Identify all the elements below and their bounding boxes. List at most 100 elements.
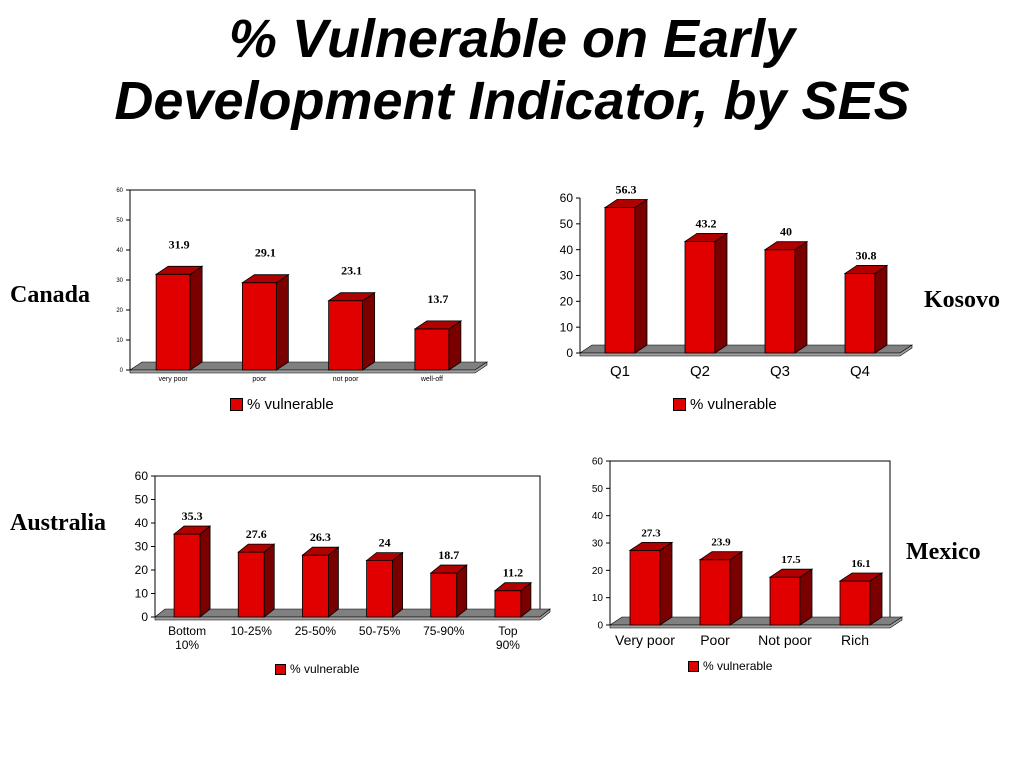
bar-front [366, 560, 393, 618]
bar-top [237, 543, 276, 553]
bar-top [698, 551, 744, 561]
bar-front [629, 549, 661, 626]
category-label: Top 90% [496, 624, 520, 652]
chart-canada: 0 10 20 30 40 50 60 31.9 very poor 29.1 poor 23.1 no… [116, 188, 488, 383]
country-label-mexico: Mexico [906, 539, 981, 565]
legend-swatch-australia [275, 663, 286, 675]
bar-front [155, 273, 191, 371]
bar-top [603, 199, 649, 208]
bar-side [328, 546, 339, 618]
y-tick-label: 20 [592, 566, 604, 577]
bar [603, 198, 649, 354]
y-tick-label: 40 [116, 248, 123, 254]
bar [172, 525, 212, 618]
category-label: Bottom 10% [168, 624, 206, 652]
data-label: 18.7 [438, 548, 459, 562]
chart-floor-edge [129, 361, 488, 374]
y-tick-label: 30 [135, 540, 149, 554]
bar-side [199, 525, 211, 618]
data-label: 13.7 [427, 292, 448, 306]
category-label: 75-90% [423, 624, 465, 638]
bar-top [683, 233, 729, 242]
y-tick-label: 20 [135, 563, 149, 577]
data-label: 23.1 [341, 264, 362, 278]
bar-side [634, 198, 648, 354]
y-tick-label: 60 [592, 457, 604, 468]
bar-side [874, 264, 888, 354]
legend-label-kosovo: % vulnerable [690, 396, 777, 413]
y-tick-label: 0 [120, 368, 124, 374]
legend-swatch-mexico [688, 660, 699, 672]
bar-side [799, 568, 813, 626]
bar-front [839, 580, 871, 626]
bar-top [843, 265, 889, 274]
data-label: 30.8 [856, 248, 877, 262]
slide-title-line-1: % Vulnerable on Early [228, 9, 796, 69]
data-label: 11.2 [503, 566, 523, 580]
bar-top [413, 320, 463, 330]
data-label: 17.5 [781, 554, 801, 566]
y-tick-label: 0 [141, 610, 148, 624]
country-label-canada: Canada [10, 282, 91, 308]
y-tick-label: 30 [116, 278, 123, 284]
bar [241, 273, 290, 371]
legend-canada: % vulnerable [230, 396, 334, 413]
y-tick-label: 0 [597, 621, 603, 632]
bar [301, 546, 340, 618]
category-label: 50-75% [359, 624, 401, 638]
data-label: 26.3 [310, 530, 331, 544]
y-tick-label: 40 [135, 516, 149, 530]
y-tick-label: 10 [592, 593, 604, 604]
legend-swatch-canada [230, 398, 243, 411]
bar-top [154, 265, 204, 275]
bar-top [838, 572, 884, 582]
y-tick-label: 10 [116, 338, 123, 344]
bar [628, 541, 674, 626]
y-tick-label: 40 [592, 511, 604, 522]
data-label: 35.3 [182, 509, 203, 523]
bar-top [763, 241, 809, 251]
category-label: Q4 [850, 363, 870, 380]
bar-side [448, 320, 462, 371]
bar-front [684, 241, 716, 354]
bar-side [362, 291, 376, 371]
country-label-kosovo: Kosovo [924, 287, 1001, 313]
bar [429, 564, 468, 618]
bar [493, 581, 533, 618]
bar-side [729, 550, 743, 626]
bar [683, 232, 729, 354]
bar-front [430, 572, 458, 618]
y-tick-label: 20 [560, 295, 574, 309]
bar [154, 265, 204, 371]
bar-side [794, 240, 808, 354]
y-tick-label: 60 [135, 469, 149, 483]
bar-side [275, 273, 289, 371]
data-label: 23.9 [711, 537, 731, 549]
chart-floor [154, 608, 551, 618]
bar [843, 264, 889, 354]
bar-side [714, 232, 728, 354]
y-tick-label: 50 [116, 218, 123, 224]
data-label: 40 [780, 225, 792, 239]
bar-front [173, 533, 201, 618]
legend-label-mexico: % vulnerable [703, 659, 773, 673]
y-tick-label: 60 [116, 188, 123, 194]
category-label: Q2 [690, 363, 710, 380]
legend-label-australia: % vulnerable [290, 662, 360, 676]
country-label-australia: Australia [10, 510, 106, 536]
y-tick-label: 30 [560, 269, 574, 283]
legend-swatch-kosovo [673, 398, 686, 411]
category-label: Q1 [610, 363, 630, 380]
legend-australia: % vulnerable [275, 662, 359, 676]
category-label: very poor [159, 376, 189, 383]
plot-frame [154, 475, 541, 618]
bar [698, 550, 744, 626]
bar-front [764, 249, 796, 354]
y-tick-label: 30 [592, 539, 604, 550]
data-label: 29.1 [255, 246, 276, 260]
chart-kosovo: 0 10 20 30 40 50 60 56.3 Q1 43.2 Q2 40 Q3 30.8 Q4 [560, 183, 913, 380]
category-label: Very poor [615, 632, 675, 648]
bar-top [172, 525, 212, 535]
chart-floor-edge [579, 344, 913, 357]
y-tick-label: 10 [560, 320, 574, 334]
